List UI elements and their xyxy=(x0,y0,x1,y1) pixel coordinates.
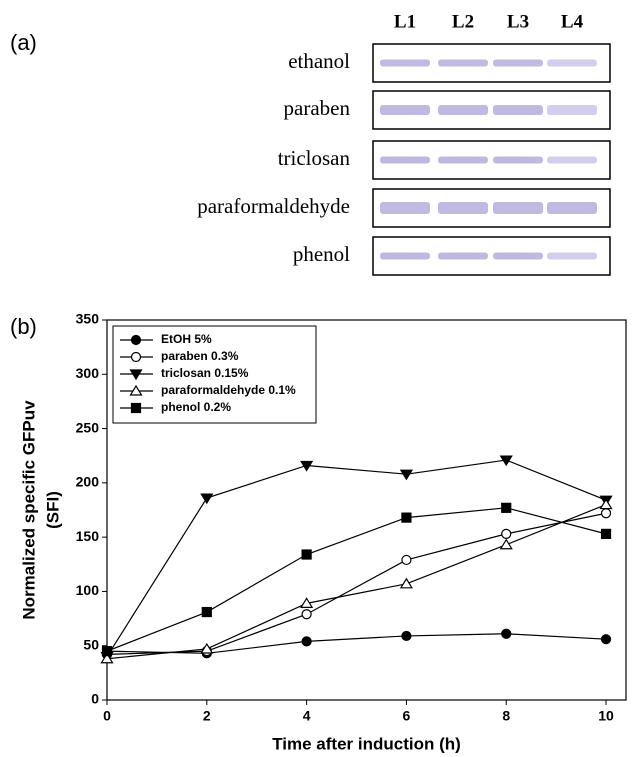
band xyxy=(547,105,597,115)
y-tick-label: 100 xyxy=(76,582,100,598)
lane-label: L1 xyxy=(394,11,416,32)
marker xyxy=(499,455,513,467)
y-tick-label: 150 xyxy=(76,528,100,544)
marker xyxy=(599,498,613,510)
x-tick-label: 6 xyxy=(403,708,411,724)
panel-label: (a) xyxy=(10,30,37,55)
lane-label: L4 xyxy=(561,11,584,32)
legend-label: EtOH 5% xyxy=(161,332,212,346)
x-axis-label: Time after induction (h) xyxy=(272,734,461,753)
marker xyxy=(301,636,312,647)
panel-label: (b) xyxy=(10,314,37,339)
y-tick-label: 250 xyxy=(76,419,100,435)
legend-label: paraformaldehyde 0.1% xyxy=(161,383,296,397)
series-line xyxy=(106,504,607,660)
band xyxy=(380,59,430,67)
band xyxy=(438,202,488,214)
x-tick-label: 10 xyxy=(598,708,614,724)
marker xyxy=(401,554,412,566)
marker xyxy=(301,549,312,560)
y-tick-label: 200 xyxy=(76,474,100,490)
marker xyxy=(401,512,412,523)
band xyxy=(547,156,597,164)
marker xyxy=(499,538,513,550)
band xyxy=(380,105,430,115)
marker xyxy=(501,628,512,639)
x-tick-label: 4 xyxy=(303,708,311,724)
marker xyxy=(300,460,314,472)
y-axis-label: (SFI) xyxy=(43,491,62,529)
lane-label: L3 xyxy=(507,11,529,32)
series-line xyxy=(106,633,607,654)
band xyxy=(493,105,543,115)
band xyxy=(547,59,597,67)
series-line xyxy=(106,459,607,657)
plot-frame xyxy=(106,319,627,701)
marker xyxy=(300,597,314,608)
series-line xyxy=(106,507,607,652)
legend-label: triclosan 0.15% xyxy=(161,366,249,380)
row-label: phenol xyxy=(293,242,350,266)
marker xyxy=(129,384,143,396)
marker xyxy=(600,508,612,519)
legend-label: paraben 0.3% xyxy=(161,349,239,363)
band xyxy=(438,252,488,260)
series-line xyxy=(106,512,607,655)
marker xyxy=(399,577,413,589)
band xyxy=(380,202,430,214)
marker xyxy=(101,646,113,657)
x-tick-label: 0 xyxy=(103,708,111,724)
band xyxy=(380,156,430,164)
band xyxy=(493,252,543,260)
marker xyxy=(399,469,413,481)
marker xyxy=(600,528,612,539)
band xyxy=(493,59,543,67)
marker xyxy=(401,630,412,642)
marker xyxy=(130,334,142,346)
row-label: paraben xyxy=(284,96,351,120)
x-tick-label: 2 xyxy=(203,708,211,724)
band xyxy=(438,156,488,164)
row-label: paraformaldehyde xyxy=(197,194,350,218)
band xyxy=(493,202,543,214)
marker xyxy=(201,606,212,618)
marker xyxy=(130,351,142,363)
marker xyxy=(200,493,214,505)
band xyxy=(438,59,488,67)
marker xyxy=(501,502,512,513)
band xyxy=(493,156,543,164)
marker xyxy=(200,642,214,654)
row-label: ethanol xyxy=(288,49,350,73)
y-tick-label: 350 xyxy=(76,311,100,327)
marker xyxy=(600,634,612,645)
band xyxy=(380,252,430,260)
marker xyxy=(100,652,114,664)
marker xyxy=(129,369,143,381)
marker xyxy=(301,609,312,620)
band xyxy=(438,105,488,115)
row-label: triclosan xyxy=(278,146,351,170)
y-tick-label: 50 xyxy=(83,636,99,652)
y-tick-label: 300 xyxy=(76,365,100,381)
lane-label: L2 xyxy=(452,11,474,32)
x-tick-label: 8 xyxy=(502,708,510,724)
band xyxy=(547,202,597,214)
legend-label: phenol 0.2% xyxy=(161,400,231,414)
y-axis-label: Normalized specific GFPuv xyxy=(19,400,38,620)
marker xyxy=(130,402,142,414)
marker xyxy=(501,528,512,539)
y-tick-label: 0 xyxy=(91,691,99,707)
band xyxy=(547,252,597,260)
